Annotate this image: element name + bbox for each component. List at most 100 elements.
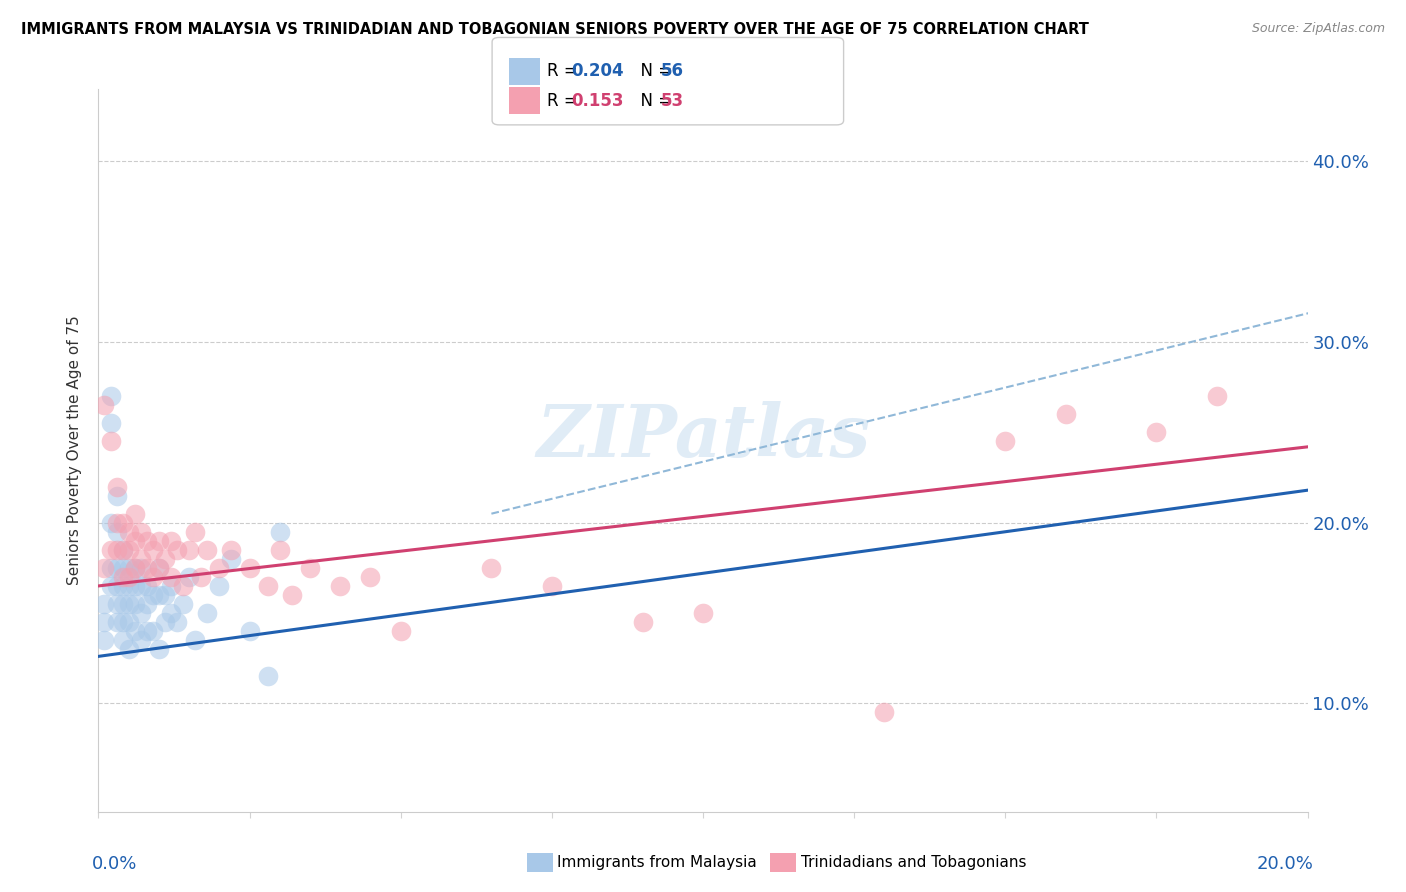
Point <box>160 570 183 584</box>
Point <box>135 561 157 575</box>
Point <box>153 588 176 602</box>
Point <box>208 561 231 575</box>
Point <box>142 570 165 584</box>
Point <box>153 551 176 566</box>
Point <box>105 597 128 611</box>
Point <box>148 642 170 657</box>
Point <box>118 597 141 611</box>
Point <box>100 417 122 431</box>
Point <box>195 542 218 557</box>
Point <box>142 588 165 602</box>
Point <box>118 561 141 575</box>
Point <box>1054 407 1077 421</box>
Point <box>124 561 146 575</box>
Point <box>360 570 382 584</box>
Point <box>166 615 188 629</box>
Point <box>692 606 714 620</box>
Text: Immigrants from Malaysia: Immigrants from Malaysia <box>557 855 756 870</box>
Point <box>93 633 115 648</box>
Point <box>129 561 152 575</box>
Point <box>172 579 194 593</box>
Point <box>105 480 128 494</box>
Point <box>111 561 134 575</box>
Point <box>124 624 146 639</box>
Point <box>329 579 352 593</box>
Point <box>221 551 243 566</box>
Text: 20.0%: 20.0% <box>1257 855 1313 873</box>
Point <box>389 624 412 639</box>
Point <box>111 633 134 648</box>
Point <box>105 489 128 503</box>
Point <box>160 579 183 593</box>
Point <box>100 542 122 557</box>
Point <box>208 579 231 593</box>
Point <box>239 624 262 639</box>
Point <box>1144 425 1167 440</box>
Point <box>93 597 115 611</box>
Point <box>105 561 128 575</box>
Point <box>100 579 122 593</box>
Point <box>100 434 122 449</box>
Point <box>873 706 896 720</box>
Point <box>124 533 146 548</box>
Point <box>148 588 170 602</box>
Text: IMMIGRANTS FROM MALAYSIA VS TRINIDADIAN AND TOBAGONIAN SENIORS POVERTY OVER THE : IMMIGRANTS FROM MALAYSIA VS TRINIDADIAN … <box>21 22 1090 37</box>
Point <box>256 579 278 593</box>
Point <box>179 570 201 584</box>
Point <box>269 524 291 539</box>
Point <box>160 606 183 620</box>
Text: R =: R = <box>547 92 583 110</box>
Point <box>184 524 207 539</box>
Point <box>105 615 128 629</box>
Point <box>135 533 157 548</box>
Point <box>93 561 115 575</box>
Point <box>111 516 134 530</box>
Point <box>148 533 170 548</box>
Point <box>269 542 291 557</box>
Point <box>118 579 141 593</box>
Point <box>105 542 128 557</box>
Text: N =: N = <box>630 92 678 110</box>
Text: ZIPatlas: ZIPatlas <box>536 401 870 472</box>
Point <box>540 579 562 593</box>
Point <box>135 624 157 639</box>
Point <box>299 561 322 575</box>
Point <box>481 561 503 575</box>
Point <box>118 642 141 657</box>
Point <box>129 633 152 648</box>
Text: 0.204: 0.204 <box>571 62 623 80</box>
Point <box>124 561 146 575</box>
Point <box>100 561 122 575</box>
Point <box>221 542 243 557</box>
Point <box>100 516 122 530</box>
Point <box>994 434 1017 449</box>
Point <box>105 579 128 593</box>
Point <box>111 615 134 629</box>
Point <box>631 615 654 629</box>
Text: 0.153: 0.153 <box>571 92 623 110</box>
Point <box>111 542 134 557</box>
Point <box>184 633 207 648</box>
Point <box>111 579 134 593</box>
Point <box>129 606 152 620</box>
Text: Trinidadians and Tobagonians: Trinidadians and Tobagonians <box>801 855 1026 870</box>
Point <box>111 542 134 557</box>
Point <box>256 669 278 683</box>
Point <box>124 597 146 611</box>
Point <box>142 624 165 639</box>
Point <box>148 561 170 575</box>
Point <box>129 551 152 566</box>
Y-axis label: Seniors Poverty Over the Age of 75: Seniors Poverty Over the Age of 75 <box>67 316 83 585</box>
Point <box>239 561 262 575</box>
Point <box>148 561 170 575</box>
Point <box>105 516 128 530</box>
Text: R =: R = <box>547 62 583 80</box>
Point <box>172 597 194 611</box>
Point <box>111 597 134 611</box>
Point <box>135 579 157 593</box>
Point <box>124 579 146 593</box>
Point <box>166 542 188 557</box>
Point <box>124 507 146 521</box>
Point <box>118 615 141 629</box>
Point <box>129 524 152 539</box>
